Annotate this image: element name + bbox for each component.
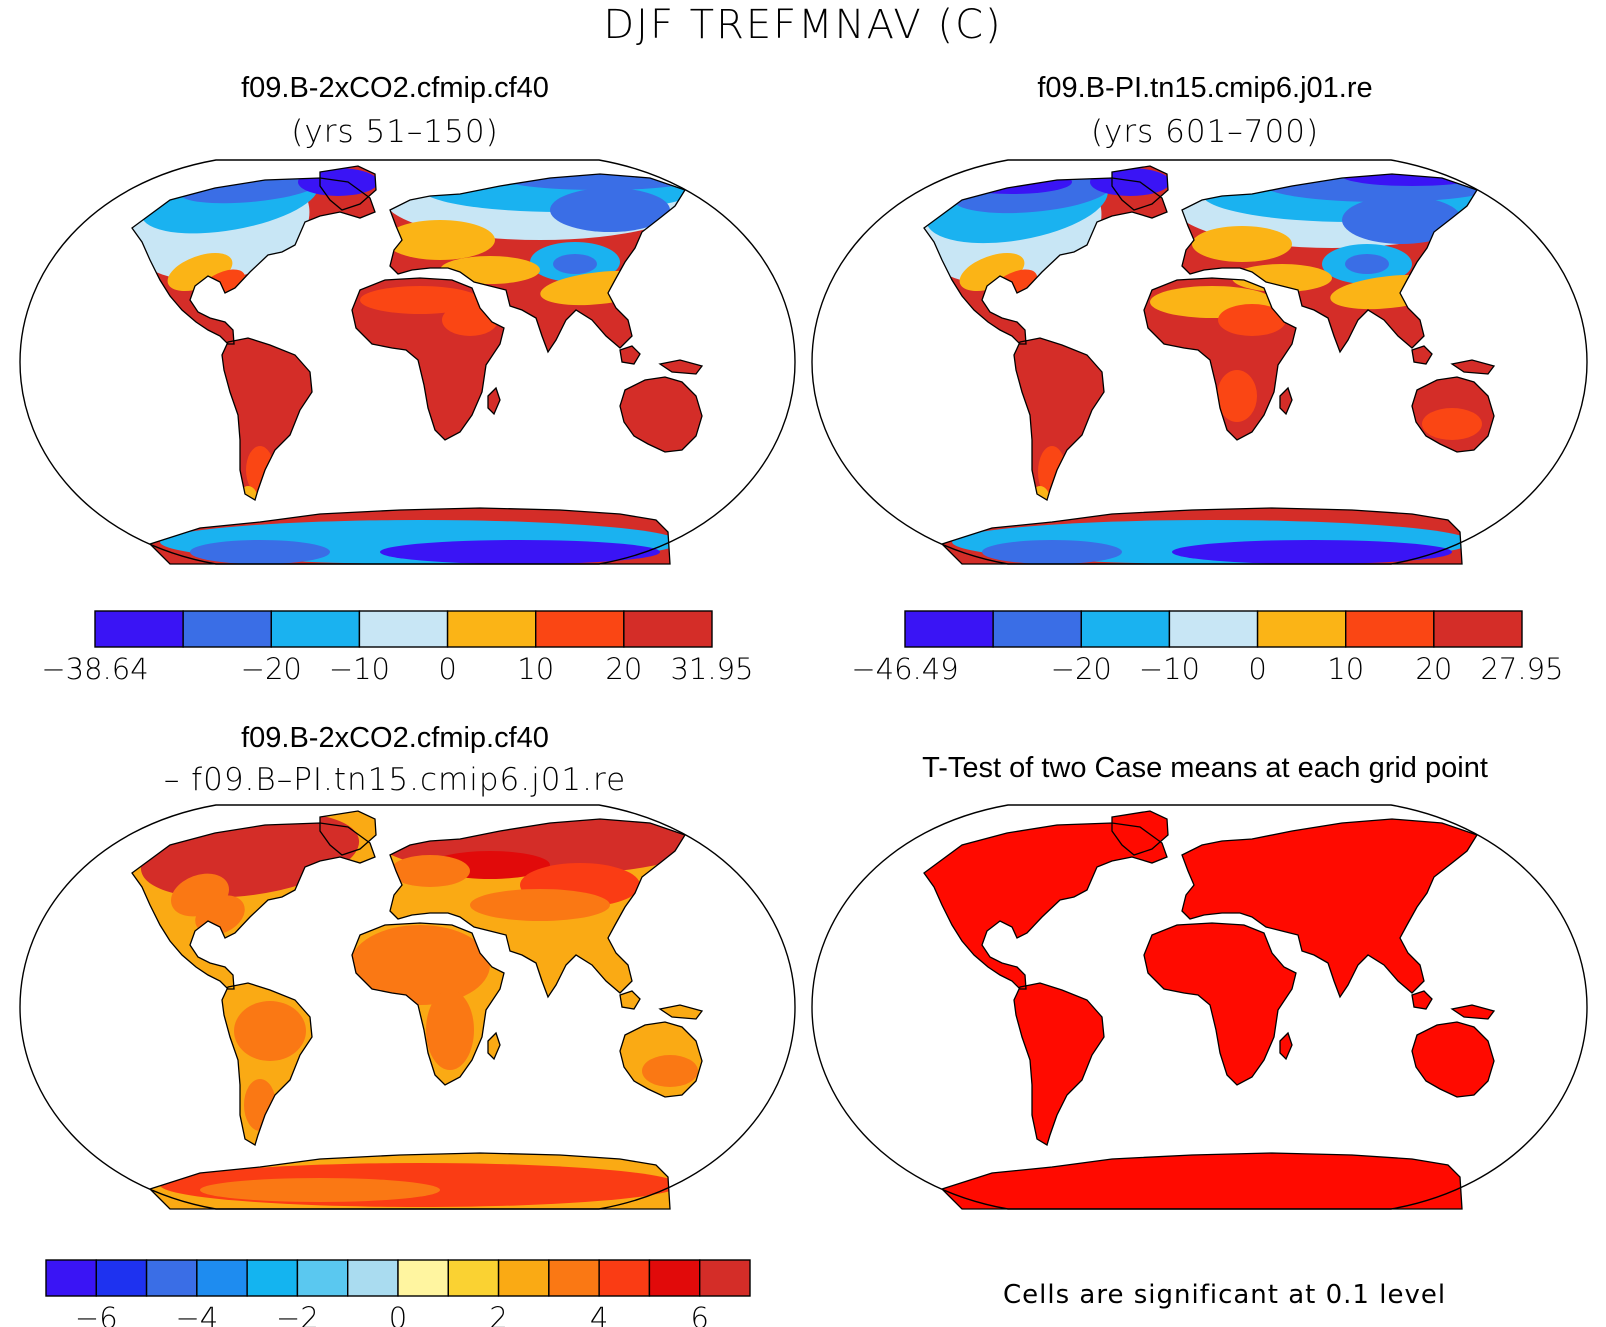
colorbar-tick-label: −10 [1139, 652, 1200, 686]
colorbar-swatch [347, 1259, 399, 1297]
panel-2-title: f09.B-PI.tn15.cmip6.j01.re [1037, 72, 1373, 104]
panel-2-subtitle: (yrs 601–700) [1090, 114, 1320, 150]
colorbar-tick-label: 0 [1248, 652, 1266, 686]
panel-3-map [19, 804, 796, 1210]
colorbar-swatch [94, 610, 184, 648]
colorbar-tick-label: 0 [438, 652, 456, 686]
colorbar-tick-label: 4 [590, 1301, 608, 1327]
colorbar-tick-label: −10 [329, 652, 390, 686]
colorbar-swatch [145, 1259, 198, 1297]
panel-4-map [811, 804, 1588, 1210]
colorbar-tick-label: −46.49 [851, 652, 958, 686]
panel-1-title: f09.B-2xCO2.cfmip.cf40 [241, 72, 549, 104]
colorbar-tick-label: 10 [1327, 652, 1364, 686]
colorbar-swatch [95, 1259, 148, 1297]
globe-outline [811, 804, 1588, 1210]
coastlines [131, 165, 704, 565]
globe-outline [19, 159, 796, 565]
colorbar-swatch [1168, 610, 1259, 648]
panel-2-map [811, 159, 1588, 565]
colorbar-tick-label: 20 [605, 652, 642, 686]
colorbar-swatch [270, 610, 361, 648]
colorbar-tick-label: −20 [1051, 652, 1112, 686]
panel-4-title: T-Test of two Case means at each grid po… [922, 752, 1488, 784]
colorbar-swatch [196, 1259, 248, 1297]
globe-outline [19, 804, 796, 1210]
colorbar-swatch [497, 1259, 550, 1297]
colorbar-swatch [246, 1259, 299, 1297]
colorbar-swatch [1345, 610, 1435, 648]
colorbar-swatch [296, 1259, 349, 1297]
colorbar-swatch [358, 610, 449, 648]
panel-1-colorbar: −38.64 −20 −10 0 10 20 31.95 [41, 610, 754, 686]
colorbar-tick-label: −20 [241, 652, 302, 686]
colorbar-tick-label: −38.64 [41, 652, 148, 686]
coastlines [131, 810, 704, 1210]
panel-2-colorbar: −46.49 −20 −10 0 10 20 27.95 [851, 610, 1564, 686]
coastlines [923, 810, 1496, 1210]
colorbar-tick-label: 20 [1415, 652, 1452, 686]
colorbar-tick-label: 6 [690, 1301, 708, 1327]
colorbar-swatch [1256, 610, 1347, 648]
colorbar-swatch [397, 1259, 449, 1297]
panel-3-colorbar: −6 −4 −2 0 2 4 6 [45, 1259, 751, 1327]
colorbar-swatch [1433, 610, 1523, 648]
colorbar-swatch [45, 1259, 97, 1297]
colorbar-tick-label: −2 [276, 1301, 319, 1327]
colorbar-tick-label: 27.95 [1480, 652, 1563, 686]
colorbar-swatch [446, 610, 537, 648]
colorbar-swatch [598, 1259, 651, 1297]
colorbar-swatch [699, 1259, 751, 1297]
colorbar-tick-label: 2 [489, 1301, 507, 1327]
colorbar-swatch [548, 1259, 600, 1297]
panel-3-subtitle: – f09.B–PI.tn15.cmip6.j01.re [163, 762, 627, 798]
colorbar-tick-label: −4 [175, 1301, 218, 1327]
coastlines [923, 165, 1496, 565]
colorbar-swatch [1080, 610, 1171, 648]
colorbar-tick-label: 10 [517, 652, 554, 686]
colorbar-swatch [992, 610, 1082, 648]
colorbar-swatch [648, 1259, 701, 1297]
colorbar-swatch [182, 610, 272, 648]
colorbar-tick-label: −6 [75, 1301, 118, 1327]
colorbar-tick-label: 31.95 [670, 652, 753, 686]
significance-note: Cells are significant at 0.1 level [1003, 1280, 1447, 1310]
colorbar-tick-label: 0 [389, 1301, 407, 1327]
colorbar-swatch [447, 1259, 500, 1297]
panel-1-subtitle: (yrs 51–150) [291, 114, 499, 150]
figure-title: DJF TREFMNAV (C) [603, 2, 1003, 48]
panel-3-title: f09.B-2xCO2.cfmip.cf40 [241, 722, 549, 754]
colorbar-swatch [535, 610, 625, 648]
globe-outline [811, 159, 1588, 565]
panel-1-map [19, 159, 796, 565]
colorbar-swatch [904, 610, 994, 648]
colorbar-swatch [623, 610, 713, 648]
